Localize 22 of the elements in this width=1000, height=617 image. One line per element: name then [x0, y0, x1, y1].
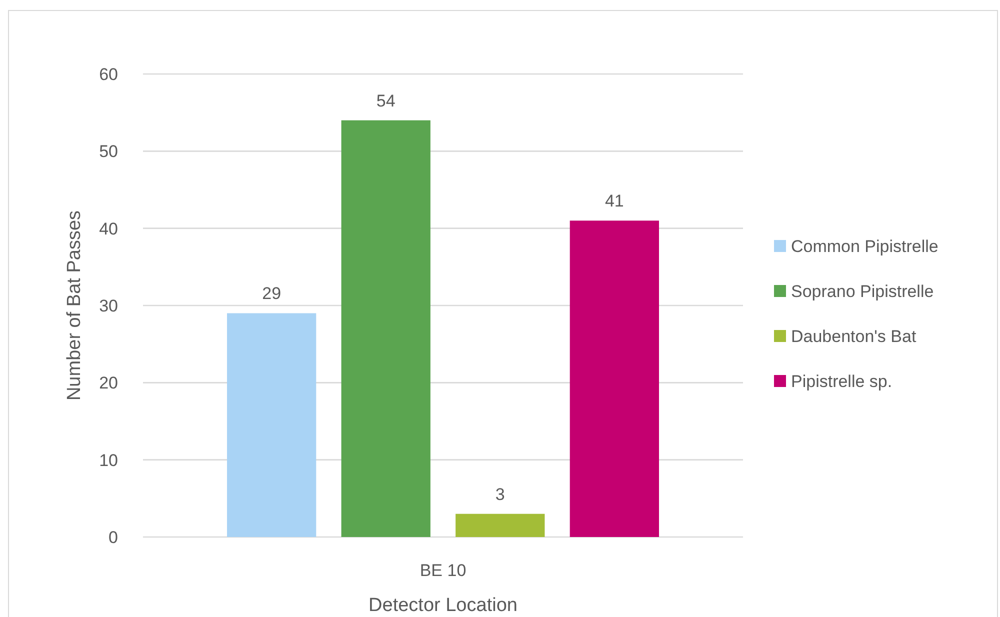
- x-axis-title: Detector Location: [368, 595, 518, 616]
- x-tick-label: BE 10: [420, 561, 466, 580]
- data-label: 41: [604, 192, 624, 211]
- y-tick-label: 20: [99, 374, 118, 393]
- y-tick-label: 40: [99, 219, 118, 238]
- legend-label: Pipistrelle sp.: [791, 372, 892, 391]
- y-tick-label: 60: [99, 64, 118, 84]
- data-label: 54: [376, 91, 396, 110]
- y-tick-label: 10: [99, 450, 118, 470]
- legend-label: Common Pipistrelle: [791, 236, 938, 256]
- bar: [227, 313, 316, 537]
- legend-label: Soprano Pipistrelle: [791, 282, 934, 301]
- y-axis-title: Number of Bat Passes: [64, 210, 85, 401]
- y-tick-label: 30: [99, 296, 118, 316]
- bar: [341, 120, 430, 537]
- data-label: 3: [495, 484, 505, 504]
- bar: [456, 514, 545, 537]
- y-tick-label: 0: [108, 528, 118, 547]
- legend-label: Daubenton's Bat: [791, 326, 916, 346]
- data-label: 29: [262, 284, 282, 304]
- bar: [570, 220, 659, 537]
- y-tick-label: 50: [99, 142, 118, 162]
